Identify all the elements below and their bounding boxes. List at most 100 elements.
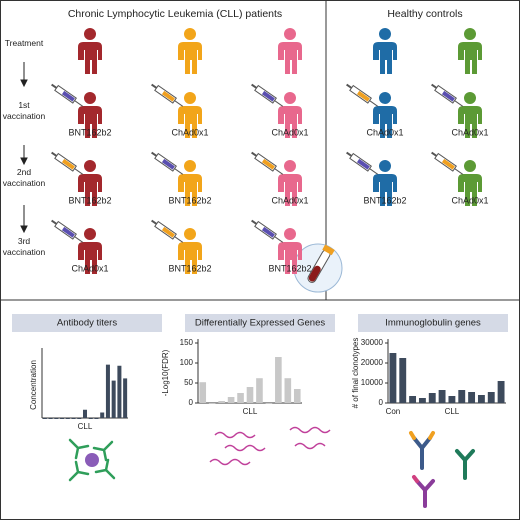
healthy-title: Healthy controls — [387, 8, 462, 20]
vaccine-label: ChAd0x1 — [271, 127, 308, 137]
plunger — [431, 83, 438, 89]
stage-label: 1st vaccination — [2, 100, 46, 121]
head — [84, 92, 96, 104]
bar — [409, 396, 417, 403]
syringe-icon — [51, 83, 84, 107]
y-tick-label: 50 — [184, 378, 193, 387]
bar — [284, 378, 292, 403]
blood-tube-icon — [293, 243, 343, 293]
person-icon — [458, 160, 482, 206]
plunger — [51, 83, 58, 89]
plunger — [151, 219, 158, 225]
y-tick-label: 0 — [379, 398, 384, 407]
body — [78, 174, 102, 206]
syringe-icon — [346, 83, 379, 107]
vaccine-label: ChAd0x1 — [451, 127, 488, 137]
needle — [74, 100, 84, 107]
plunger — [151, 151, 158, 157]
body — [178, 106, 202, 138]
head — [184, 160, 196, 172]
liquid — [61, 158, 75, 170]
vaccine-label: BNT162b2 — [268, 263, 311, 273]
body — [78, 242, 102, 274]
vaccine-label: BNT162b2 — [68, 195, 111, 205]
needle — [174, 236, 184, 243]
needle — [454, 168, 464, 175]
head — [84, 160, 96, 172]
syringe-icon — [251, 219, 284, 243]
bar — [256, 378, 263, 403]
syringe-icon — [346, 151, 379, 175]
head — [284, 160, 296, 172]
vaccine-label: ChAd0x1 — [171, 127, 208, 137]
plunger — [51, 151, 58, 157]
liquid — [356, 158, 370, 170]
liquid — [161, 158, 175, 170]
plunger — [346, 151, 353, 157]
bar — [275, 357, 282, 403]
bar — [265, 403, 273, 404]
panel-title: Differentially Expressed Genes — [195, 318, 325, 329]
person-icon — [278, 28, 302, 74]
body — [178, 242, 202, 274]
syringe-icon — [431, 151, 464, 175]
bar — [199, 382, 207, 403]
vaccine-label: ChAd0x1 — [271, 195, 308, 205]
stage-label: 2nd vaccination — [2, 167, 46, 188]
bar — [208, 403, 216, 404]
needle — [274, 168, 284, 175]
liquid — [161, 226, 175, 238]
bar — [54, 418, 59, 419]
body — [278, 242, 302, 274]
body — [458, 106, 482, 138]
needle — [74, 168, 84, 175]
bar — [42, 418, 47, 419]
person-icon — [78, 28, 102, 74]
bar — [487, 392, 495, 403]
body — [178, 174, 202, 206]
needle — [274, 236, 284, 243]
bar — [246, 387, 254, 403]
cll-title: Chronic Lymphocytic Leukemia (CLL) patie… — [68, 8, 282, 20]
plunger — [151, 83, 158, 89]
head — [464, 28, 476, 40]
needle — [74, 236, 84, 243]
plunger — [251, 151, 258, 157]
liquid — [441, 90, 455, 102]
bar — [448, 396, 456, 403]
y-axis-label: Concentration — [29, 360, 38, 410]
person-icon — [278, 160, 302, 206]
bar — [82, 409, 88, 418]
syringe-icon — [251, 151, 284, 175]
person-icon — [178, 92, 202, 138]
vaccine-label: BNT162b2 — [363, 195, 406, 205]
bar — [48, 418, 53, 419]
body — [373, 42, 397, 74]
bar — [111, 380, 116, 418]
head — [379, 28, 391, 40]
person-icon — [178, 228, 202, 274]
person-icon — [178, 160, 202, 206]
body — [458, 42, 482, 74]
antibody-icons — [68, 438, 116, 482]
liquid — [261, 90, 275, 102]
syringe-icon — [251, 83, 284, 107]
x-tick-label: CLL — [445, 407, 460, 416]
plunger — [431, 151, 438, 157]
syringe-icon — [431, 83, 464, 107]
head — [464, 92, 476, 104]
bar — [77, 418, 82, 419]
bar — [468, 392, 476, 403]
liquid — [61, 226, 75, 238]
person-icon — [278, 92, 302, 138]
body — [78, 42, 102, 74]
person-icon — [78, 228, 102, 274]
head — [379, 92, 391, 104]
y-axis-label: # of final clonotypes — [351, 338, 360, 409]
vaccine-label: BNT162b2 — [168, 195, 211, 205]
person-icon — [373, 28, 397, 74]
bar — [71, 418, 76, 419]
stage-label: Treatment — [4, 38, 44, 48]
needle — [369, 100, 379, 107]
